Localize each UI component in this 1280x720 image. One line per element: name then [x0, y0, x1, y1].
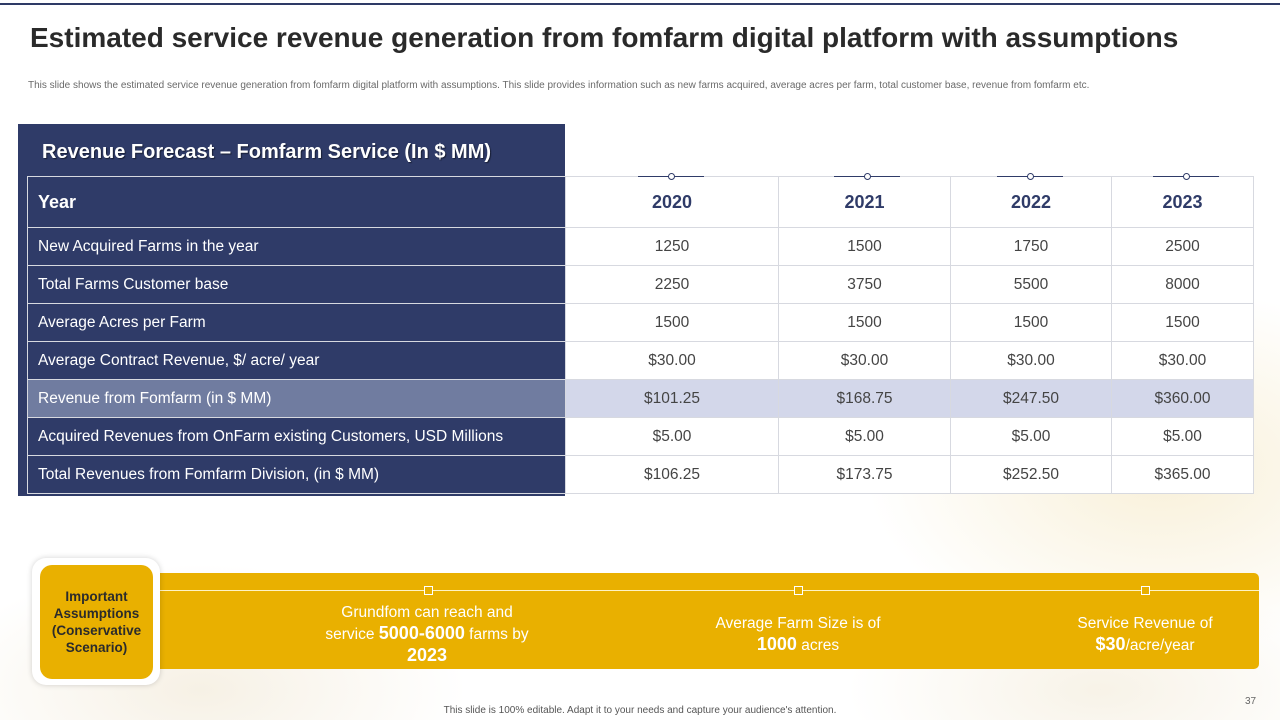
table-cell: $252.50	[950, 455, 1112, 494]
year-marker-2023	[1153, 170, 1219, 182]
table-row: New Acquired Farms in the year 1250 1500…	[27, 227, 1254, 266]
row-label: Total Revenues from Fomfarm Division, (i…	[27, 455, 566, 494]
assumptions-band	[150, 573, 1259, 669]
assumption-value: 2023	[406, 645, 448, 665]
table-cell: $101.25	[565, 379, 779, 418]
row-label: New Acquired Farms in the year	[27, 227, 566, 266]
assumption-value: $30	[1095, 634, 1126, 654]
table-cell: 8000	[1111, 265, 1254, 304]
table-title: Revenue Forecast – Fomfarm Service (In $…	[42, 141, 492, 163]
row-label: Acquired Revenues from OnFarm existing C…	[27, 417, 566, 456]
assumption-text: /acre/year	[1125, 637, 1195, 654]
table-cell: 1500	[565, 303, 779, 342]
table-cell: $360.00	[1111, 379, 1254, 418]
table-cell: $106.25	[565, 455, 779, 494]
year-marker-2020	[638, 170, 704, 182]
row-label: Average Contract Revenue, $/ acre/ year	[27, 341, 566, 380]
row-label: Total Farms Customer base	[27, 265, 566, 304]
table-cell: 2500	[1111, 227, 1254, 266]
assumption-text: acres	[796, 637, 840, 654]
assumption-item-service-revenue: Service Revenue of $30/acre/year	[1075, 613, 1215, 656]
assumption-text: Average Farm Size is of	[715, 615, 881, 632]
assumption-node	[424, 586, 433, 595]
table-cell: $30.00	[778, 341, 951, 380]
revenue-forecast-table: Year 2020 2021 2022 2023 New Acquired Fa…	[27, 176, 1254, 494]
table-cell: 1500	[778, 303, 951, 342]
table-cell: 5500	[950, 265, 1112, 304]
year-marker-2021	[834, 170, 900, 182]
slide-title: Estimated service revenue generation fro…	[30, 22, 1179, 53]
table-cell: $30.00	[950, 341, 1112, 380]
table-cell: $173.75	[778, 455, 951, 494]
assumption-node	[794, 586, 803, 595]
footer-note: This slide is 100% editable. Adapt it to…	[443, 705, 837, 716]
table-cell: $30.00	[565, 341, 779, 380]
table-cell: $247.50	[950, 379, 1112, 418]
table-row: Total Farms Customer base 2250 3750 5500…	[27, 265, 1254, 304]
year-header: 2021	[778, 176, 951, 228]
page-number: 37	[1245, 696, 1257, 707]
assumption-text: Grundfom can reach and service	[325, 604, 513, 643]
top-rule	[0, 3, 1280, 5]
table-cell: $365.00	[1111, 455, 1254, 494]
assumption-text: farms by	[464, 626, 529, 643]
table-header-row: Year 2020 2021 2022 2023	[27, 176, 1254, 228]
year-header: 2023	[1111, 176, 1254, 228]
assumption-value: 1000	[756, 634, 797, 654]
slide-description: This slide shows the estimated service r…	[28, 80, 1090, 91]
table-cell: $5.00	[950, 417, 1112, 456]
table-cell: $30.00	[1111, 341, 1254, 380]
year-marker-2022	[997, 170, 1063, 182]
table-row: Average Acres per Farm 1500 1500 1500 15…	[27, 303, 1254, 342]
assumptions-connector-line	[160, 590, 1259, 591]
table-row: Acquired Revenues from OnFarm existing C…	[27, 417, 1254, 456]
table-row: Total Revenues from Fomfarm Division, (i…	[27, 455, 1254, 494]
table-row: Average Contract Revenue, $/ acre/ year …	[27, 341, 1254, 380]
table-cell: $5.00	[1111, 417, 1254, 456]
table-cell: 1500	[778, 227, 951, 266]
year-header-label: Year	[27, 176, 566, 228]
table-cell: 1500	[1111, 303, 1254, 342]
assumptions-badge: Important Assumptions (Conservative Scen…	[40, 565, 153, 679]
table-cell: 3750	[778, 265, 951, 304]
assumptions-label: Important Assumptions (Conservative Scen…	[51, 589, 142, 655]
assumption-item-farm-size: Average Farm Size is of 1000 acres	[698, 613, 898, 656]
row-label: Revenue from Fomfarm (in $ MM)	[27, 379, 566, 418]
table-cell: 1250	[565, 227, 779, 266]
table-cell: $168.75	[778, 379, 951, 418]
table-cell: 1500	[950, 303, 1112, 342]
year-header: 2020	[565, 176, 779, 228]
table-row-highlighted: Revenue from Fomfarm (in $ MM) $101.25 $…	[27, 379, 1254, 418]
table-cell: 2250	[565, 265, 779, 304]
assumption-item-reach: Grundfom can reach and service 5000-6000…	[318, 602, 536, 667]
assumption-value: 5000-6000	[378, 623, 465, 643]
table-cell: $5.00	[778, 417, 951, 456]
assumption-text: Service Revenue of	[1077, 615, 1213, 632]
table-cell: 1750	[950, 227, 1112, 266]
table-cell: $5.00	[565, 417, 779, 456]
assumption-node	[1141, 586, 1150, 595]
year-header: 2022	[950, 176, 1112, 228]
row-label: Average Acres per Farm	[27, 303, 566, 342]
